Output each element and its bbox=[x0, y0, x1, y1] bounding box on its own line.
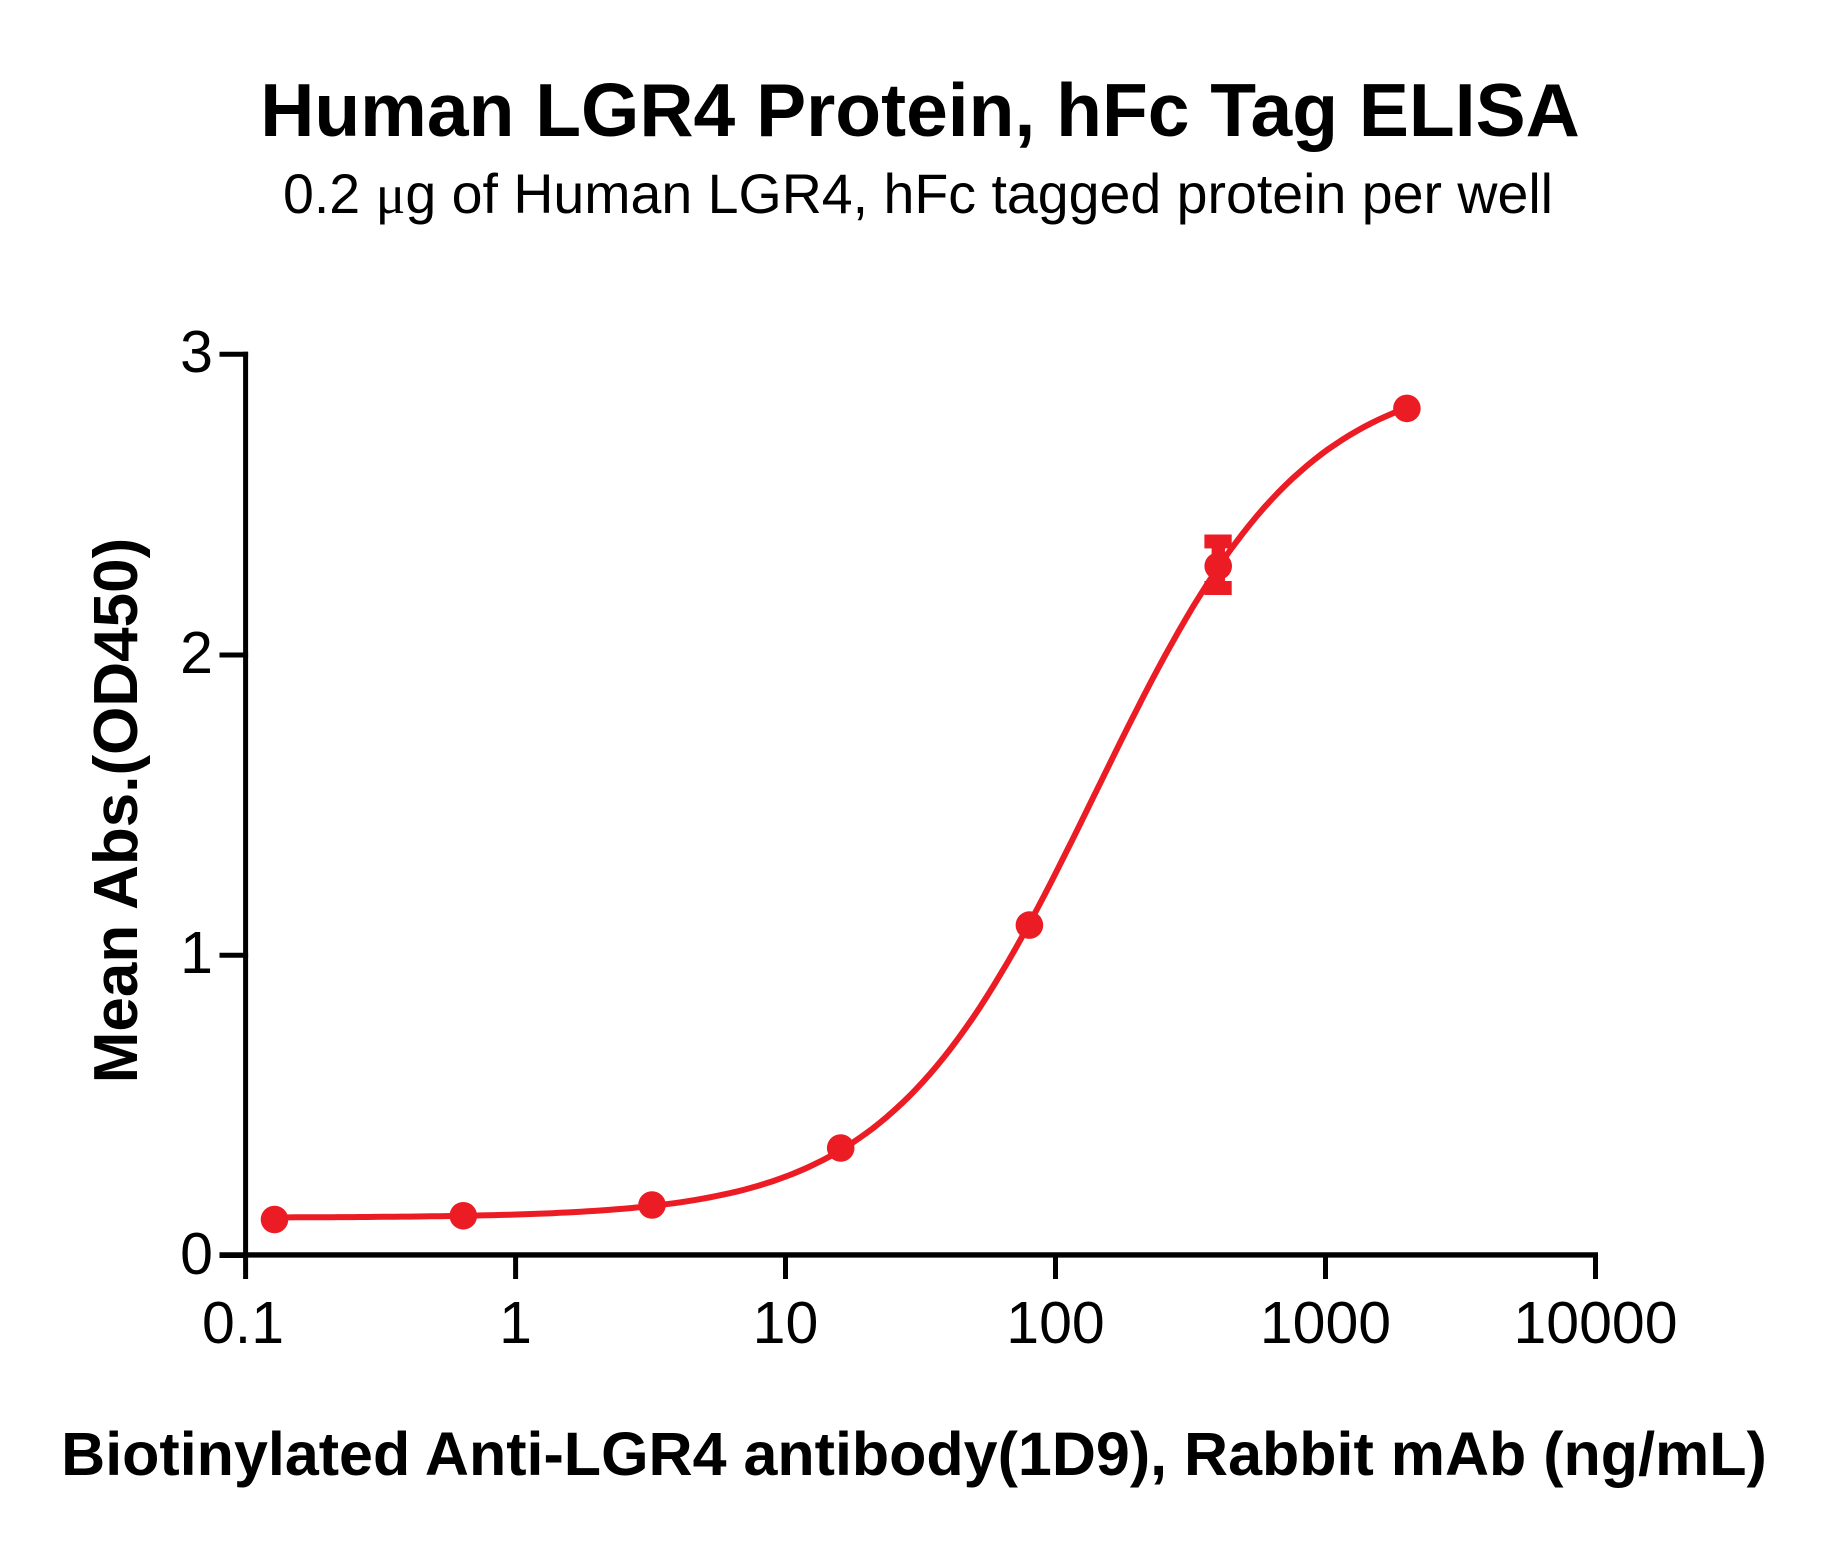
svg-text:10: 10 bbox=[753, 1290, 819, 1356]
svg-text:2: 2 bbox=[180, 620, 213, 686]
svg-text:Mean Abs.(OD450): Mean Abs.(OD450) bbox=[82, 538, 151, 1084]
svg-text:1000: 1000 bbox=[1260, 1290, 1391, 1356]
svg-text:0: 0 bbox=[180, 1221, 213, 1287]
svg-text:0.1: 0.1 bbox=[202, 1290, 284, 1356]
svg-text:1: 1 bbox=[180, 920, 213, 986]
svg-text:10000: 10000 bbox=[1513, 1290, 1677, 1356]
svg-text:3: 3 bbox=[180, 319, 213, 385]
svg-text:0.2 μg of Human LGR4, hFc tagg: 0.2 μg of Human LGR4, hFc tagged protein… bbox=[283, 163, 1553, 226]
svg-text:1: 1 bbox=[499, 1290, 532, 1356]
svg-text:Human LGR4 Protein, hFc Tag EL: Human LGR4 Protein, hFc Tag ELISA bbox=[260, 68, 1580, 152]
svg-text:Biotinylated Anti-LGR4 antibod: Biotinylated Anti-LGR4 antibody(1D9), Ra… bbox=[61, 1420, 1767, 1488]
svg-text:100: 100 bbox=[1006, 1290, 1104, 1356]
